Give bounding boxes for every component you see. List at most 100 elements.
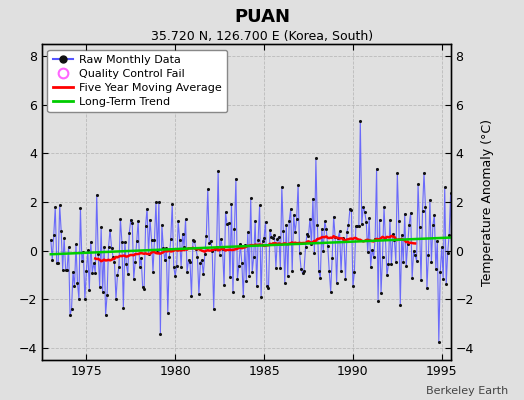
Point: [326, 288, 335, 295]
Point: [248, 269, 256, 275]
Point: [353, 223, 362, 230]
Point: [242, 278, 250, 284]
Point: [309, 195, 317, 202]
Point: [241, 242, 249, 248]
Point: [260, 235, 268, 242]
Point: [72, 241, 80, 248]
Point: [51, 204, 59, 210]
Point: [149, 268, 157, 275]
Point: [283, 273, 292, 280]
Point: [172, 263, 181, 269]
Point: [167, 236, 175, 242]
Point: [300, 268, 308, 274]
Point: [366, 263, 375, 270]
Point: [313, 221, 322, 228]
Point: [319, 248, 328, 254]
Point: [69, 269, 77, 276]
Point: [375, 217, 384, 223]
Point: [393, 170, 401, 176]
Point: [270, 232, 279, 238]
Point: [384, 261, 392, 267]
Point: [359, 203, 367, 210]
Point: [220, 282, 228, 288]
Point: [206, 238, 215, 244]
Point: [343, 228, 351, 235]
Point: [94, 251, 102, 257]
Point: [76, 205, 84, 211]
Point: [332, 280, 341, 286]
Point: [272, 264, 280, 271]
Text: Berkeley Earth: Berkeley Earth: [426, 386, 508, 396]
Point: [152, 199, 160, 206]
Point: [380, 204, 388, 210]
Point: [56, 202, 64, 208]
Point: [421, 204, 430, 210]
Point: [330, 213, 338, 220]
Point: [337, 268, 345, 274]
Point: [365, 215, 374, 221]
Point: [339, 235, 347, 242]
Legend: Raw Monthly Data, Quality Control Fail, Five Year Moving Average, Long-Term Tren: Raw Monthly Data, Quality Control Fail, …: [48, 50, 227, 112]
Point: [81, 296, 89, 302]
Point: [229, 289, 237, 295]
Point: [150, 236, 159, 243]
Point: [212, 244, 221, 250]
Point: [176, 236, 184, 243]
Point: [63, 266, 71, 273]
Point: [251, 218, 259, 224]
Point: [190, 238, 199, 244]
Point: [341, 276, 350, 282]
Point: [441, 184, 449, 191]
Point: [146, 216, 154, 223]
Point: [128, 220, 136, 226]
Point: [402, 262, 410, 269]
Point: [261, 218, 270, 225]
Point: [115, 264, 123, 270]
Point: [254, 236, 263, 243]
Point: [258, 238, 267, 244]
Point: [201, 251, 209, 257]
Point: [323, 243, 332, 250]
Point: [198, 257, 206, 263]
Point: [297, 266, 305, 272]
Point: [219, 246, 227, 252]
Point: [70, 283, 79, 290]
Point: [113, 272, 122, 279]
Point: [294, 182, 302, 188]
Point: [362, 218, 370, 225]
Point: [411, 252, 419, 258]
Point: [66, 312, 74, 318]
Point: [138, 284, 147, 290]
Point: [253, 282, 261, 289]
Point: [246, 195, 255, 201]
Point: [104, 244, 113, 250]
Point: [59, 267, 67, 273]
Point: [85, 287, 93, 294]
Point: [214, 168, 222, 174]
Point: [350, 269, 358, 276]
Point: [187, 293, 195, 299]
Point: [414, 181, 422, 188]
Point: [285, 218, 293, 224]
Point: [102, 312, 110, 318]
Point: [445, 232, 453, 238]
Point: [211, 246, 220, 253]
Point: [245, 273, 254, 280]
Point: [124, 270, 132, 277]
Point: [292, 216, 301, 222]
Point: [275, 234, 283, 240]
Point: [267, 234, 276, 240]
Point: [61, 266, 70, 273]
Y-axis label: Temperature Anomaly (°C): Temperature Anomaly (°C): [481, 118, 494, 286]
Point: [93, 192, 101, 198]
Point: [389, 231, 397, 238]
Point: [420, 170, 428, 176]
Point: [158, 222, 166, 228]
Point: [64, 244, 73, 250]
Point: [306, 215, 314, 222]
Point: [90, 260, 98, 266]
Point: [371, 236, 379, 242]
Point: [346, 206, 354, 212]
Point: [119, 305, 127, 311]
Point: [288, 268, 297, 274]
